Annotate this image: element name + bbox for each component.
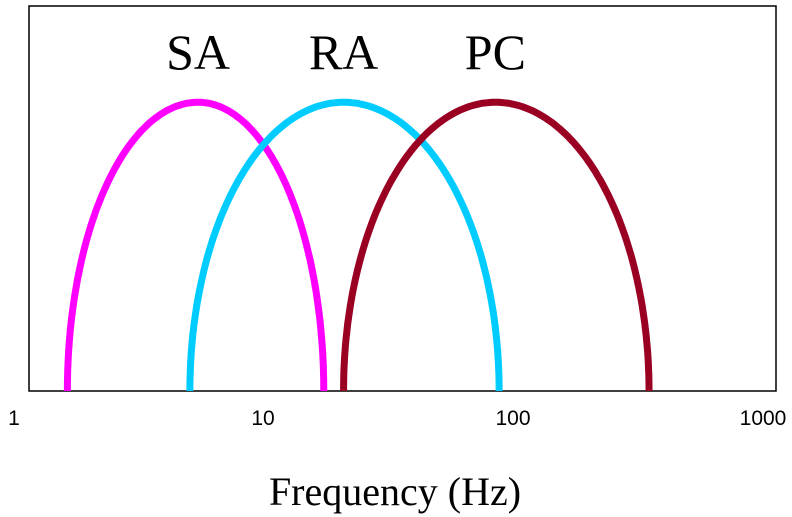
x-tick-label-100: 100 bbox=[495, 407, 530, 430]
series-label-sa: SA bbox=[166, 24, 230, 80]
series-curve-pc bbox=[340, 98, 653, 391]
x-tick-label-10: 10 bbox=[251, 407, 274, 430]
x-axis-title: Frequency (Hz) bbox=[269, 469, 521, 514]
series-curve-sa bbox=[63, 98, 328, 392]
series-curve-ra bbox=[186, 98, 503, 391]
series-label-pc: PC bbox=[465, 24, 526, 80]
x-tick-label-1: 1 bbox=[8, 407, 20, 430]
series-label-ra: RA bbox=[309, 24, 378, 80]
plot-area-frame bbox=[28, 5, 777, 392]
x-tick-label-1000: 1000 bbox=[740, 407, 787, 430]
